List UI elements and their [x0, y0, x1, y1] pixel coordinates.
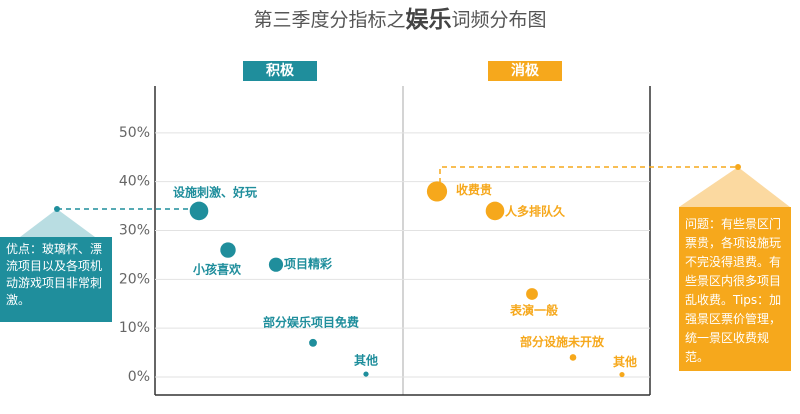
legend-box: [243, 61, 317, 81]
point: [485, 201, 505, 221]
legend-box: [488, 61, 562, 81]
annotation: 优点：玻璃杯、漂流项目以及各项机动游戏项目非常刺激。: [0, 237, 112, 322]
point-label: 部分娱乐项目免费: [263, 314, 359, 329]
point: [569, 354, 577, 361]
point-label: 其他: [354, 353, 378, 368]
y-tick-label: 10%: [119, 320, 150, 336]
point: [268, 257, 284, 272]
callout-pointer: [20, 209, 95, 237]
legend-label: 积极: [266, 62, 295, 79]
title-part: 第三季度分指标之: [253, 9, 405, 31]
point-label: 部分设施未开放: [520, 334, 605, 349]
point-label: 设施刺激、好玩: [173, 184, 257, 199]
point: [309, 338, 317, 347]
legend-label: 消极: [511, 62, 540, 79]
callout-dot: [735, 164, 741, 170]
y-tick-label: 50%: [119, 125, 150, 141]
chart-title: 第三季度分指标之娱乐词频分布图: [253, 7, 546, 33]
callout-dot: [54, 206, 60, 212]
point: [363, 371, 369, 377]
point: [526, 288, 538, 300]
point-label: 其他: [613, 354, 637, 369]
callout-pointer: [679, 167, 790, 207]
title-highlight: 娱乐: [406, 7, 452, 33]
point-label: 收费贵: [456, 182, 492, 197]
point-label: 小孩喜欢: [193, 262, 242, 277]
point: [189, 201, 209, 221]
point-label: 项目精彩: [284, 256, 332, 271]
title-part: 词频分布图: [452, 9, 547, 31]
y-tick-label: 40%: [119, 174, 150, 190]
y-tick-label: 0%: [128, 369, 150, 385]
y-tick-label: 20%: [119, 271, 150, 287]
point-label: 表演一般: [509, 302, 558, 317]
callout-line: [439, 166, 738, 183]
y-tick-label: 30%: [119, 223, 150, 239]
point: [220, 242, 236, 258]
point: [426, 181, 448, 202]
point-label: 人多排队久: [505, 203, 566, 218]
annotation: 问题：有些景区门票贵，各项设施玩不完没得退费。有些景区内很多项目乱收费。Tips…: [679, 207, 791, 371]
point: [619, 371, 625, 378]
